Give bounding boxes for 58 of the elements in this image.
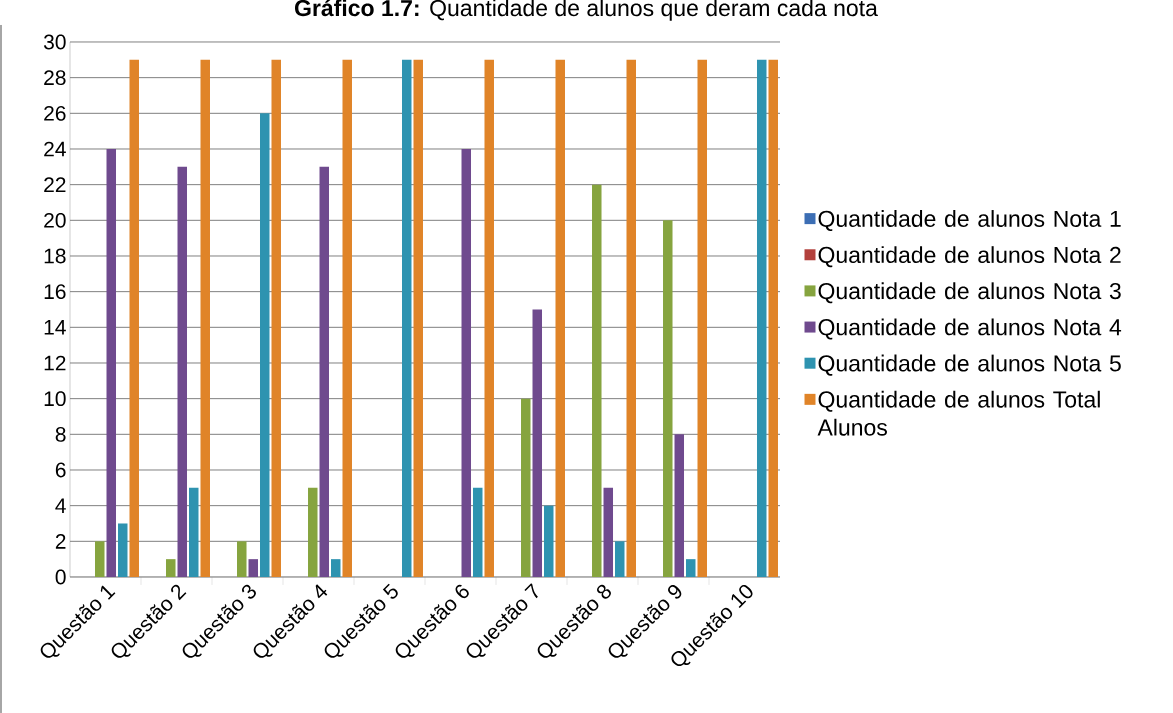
- legend-label: Quantidade de alunos Nota 3: [818, 282, 1121, 304]
- bar: [177, 166, 187, 577]
- y-tick-label: 4: [55, 498, 66, 513]
- y-tick-label: 26: [44, 105, 66, 121]
- bar: [129, 59, 139, 577]
- bar: [626, 59, 636, 577]
- y-tick-label: 10: [44, 391, 66, 407]
- bar: [95, 541, 105, 577]
- y-tick-label: 0: [55, 569, 66, 585]
- bar: [603, 487, 614, 577]
- y-tick-label: 20: [44, 212, 66, 228]
- y-tick-label: 2: [55, 533, 66, 549]
- y-tick-label: 18: [44, 248, 66, 264]
- bar: [461, 148, 472, 577]
- y-tick-label: 30: [43, 34, 66, 50]
- legend-label: Quantidade de alunos Nota 1: [818, 210, 1121, 232]
- bar: [544, 505, 554, 577]
- bar: [768, 59, 778, 577]
- bar: [555, 59, 565, 577]
- bar: [615, 541, 625, 577]
- chart-title: Gráfico 1.7: Quantidade de alunos que deram cada nota: [294, 0, 878, 21]
- y-tick-label: 24: [44, 141, 66, 157]
- bar: [260, 113, 270, 577]
- bar: [663, 220, 673, 577]
- bar: [308, 487, 318, 577]
- bar: [331, 559, 341, 577]
- bar: [592, 184, 602, 577]
- legend-label: Quantidade de alunos Total Alunos: [817, 390, 1100, 436]
- y-tick-label: 28: [44, 70, 66, 86]
- bar: [686, 559, 696, 577]
- legend-label: Quantidade de alunos Nota 4: [818, 318, 1122, 340]
- bar: [674, 434, 685, 577]
- y-tick-label: 16: [44, 284, 66, 300]
- y-tick-label: 22: [44, 177, 66, 192]
- bar: [697, 59, 707, 577]
- bar: [532, 309, 543, 577]
- bar: [757, 59, 767, 577]
- bar: [521, 398, 531, 577]
- bar: [118, 523, 128, 577]
- bar: [237, 541, 247, 577]
- y-tick-label: 14: [44, 320, 66, 335]
- y-tick-label: 8: [55, 426, 66, 442]
- bar: [484, 59, 494, 577]
- bar: [166, 559, 176, 577]
- bar: [189, 487, 199, 577]
- bar: [319, 166, 330, 577]
- y-tick-label: 6: [55, 462, 66, 478]
- bar: [200, 59, 210, 577]
- legend-label: Quantidade de alunos Nota 5: [818, 354, 1121, 376]
- bar: [106, 148, 116, 577]
- bar: [342, 59, 352, 577]
- bar: [402, 59, 412, 577]
- bar: [248, 559, 259, 577]
- bar: [413, 59, 423, 577]
- y-tick-label: 12: [44, 355, 66, 371]
- legend-label: Quantidade de alunos Nota 2: [818, 246, 1121, 268]
- bar: [271, 59, 281, 577]
- bar: [473, 487, 483, 577]
